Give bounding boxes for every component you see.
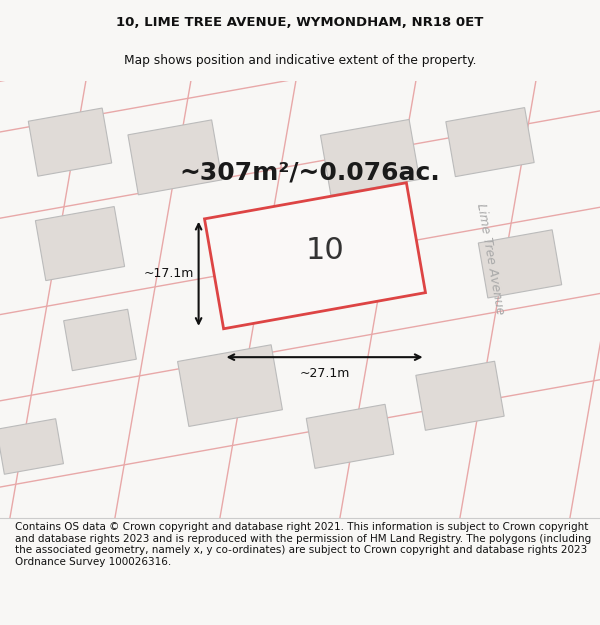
Polygon shape bbox=[306, 404, 394, 468]
Text: ~17.1m: ~17.1m bbox=[143, 268, 194, 280]
Polygon shape bbox=[478, 230, 562, 298]
Text: 10: 10 bbox=[305, 236, 344, 265]
Polygon shape bbox=[64, 309, 136, 371]
Text: Contains OS data © Crown copyright and database right 2021. This information is : Contains OS data © Crown copyright and d… bbox=[15, 522, 591, 567]
Text: 10, LIME TREE AVENUE, WYMONDHAM, NR18 0ET: 10, LIME TREE AVENUE, WYMONDHAM, NR18 0E… bbox=[116, 16, 484, 29]
Polygon shape bbox=[35, 206, 125, 281]
Text: Lime Tree Avenue: Lime Tree Avenue bbox=[474, 202, 506, 316]
Text: ~27.1m: ~27.1m bbox=[299, 368, 350, 380]
Polygon shape bbox=[320, 119, 419, 195]
Polygon shape bbox=[416, 361, 504, 430]
Text: Map shows position and indicative extent of the property.: Map shows position and indicative extent… bbox=[124, 54, 476, 68]
Text: ~307m²/~0.076ac.: ~307m²/~0.076ac. bbox=[179, 161, 440, 184]
Polygon shape bbox=[446, 107, 534, 177]
Polygon shape bbox=[28, 108, 112, 176]
Polygon shape bbox=[0, 419, 64, 474]
Polygon shape bbox=[205, 182, 425, 329]
Polygon shape bbox=[178, 345, 283, 426]
Polygon shape bbox=[128, 120, 222, 195]
